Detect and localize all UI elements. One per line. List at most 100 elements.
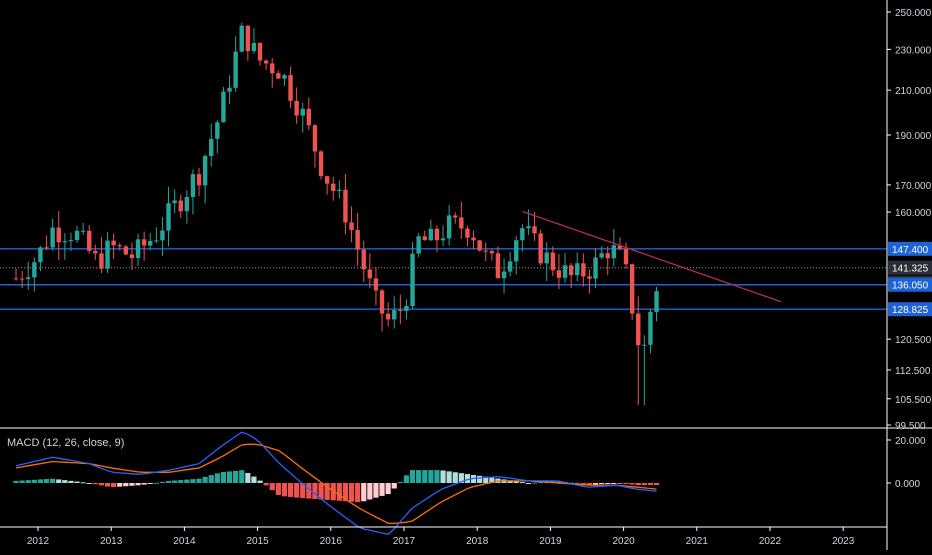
candle-body	[154, 240, 159, 242]
candle-body	[263, 60, 269, 64]
candle-body	[178, 200, 183, 212]
candle-body	[623, 248, 629, 265]
macd-histogram-bar	[306, 483, 312, 499]
candle-body	[312, 125, 318, 152]
macd-histogram-bar	[62, 480, 68, 483]
macd-histogram-bar	[403, 475, 410, 483]
price-label-bg	[888, 277, 932, 292]
candle-body	[184, 197, 190, 212]
candle-body	[575, 263, 580, 276]
macd-histogram-bar	[37, 479, 44, 483]
candle-body	[209, 138, 214, 157]
macd-histogram-bar	[336, 483, 342, 501]
price-tick-label: 112.500	[895, 366, 931, 377]
candle-body	[599, 253, 604, 258]
macd-histogram-bar	[275, 483, 281, 495]
macd-histogram-bar	[629, 483, 635, 485]
macd-histogram-bar	[68, 480, 74, 483]
price-tick-label: 105.500	[895, 395, 932, 406]
macd-histogram-bar	[178, 480, 184, 483]
candle-body	[392, 310, 397, 320]
time-tick-label: 2023	[832, 536, 855, 547]
macd-histogram-bar	[599, 483, 605, 485]
candle-body	[385, 313, 391, 320]
macd-histogram-bar	[80, 482, 86, 484]
time-tick-label: 2018	[466, 536, 489, 547]
candles	[13, 22, 659, 406]
macd-histogram-bar	[19, 480, 25, 483]
macd-histogram-bar	[184, 479, 190, 483]
candle-body	[141, 239, 147, 246]
macd-histogram-bar	[434, 470, 440, 483]
candle-body	[68, 240, 74, 242]
candle-body	[501, 271, 507, 279]
macd-histogram-bar	[446, 471, 452, 483]
macd-histogram-bar	[153, 482, 159, 484]
candle-body	[300, 108, 305, 116]
macd-histogram-bar	[312, 483, 318, 500]
candle-body	[459, 217, 464, 229]
macd-histogram-bar	[580, 483, 586, 485]
price-tick-label: 210.000	[895, 86, 932, 97]
candle-body	[19, 278, 25, 280]
price-tick-label: 170.000	[895, 181, 932, 192]
price-label-text: 136.050	[892, 281, 929, 292]
price-tick-label: 120.500	[895, 335, 932, 346]
candle-body	[446, 215, 452, 239]
trendline[interactable]	[522, 210, 782, 303]
macd-signal-line	[15, 443, 657, 525]
candle-body	[361, 249, 366, 270]
candle-body	[404, 306, 409, 311]
candle-body	[532, 226, 537, 234]
candle-body	[453, 215, 458, 218]
candle-body	[379, 290, 385, 314]
price-label-text: 141.325	[892, 264, 929, 275]
macd-histogram-bar	[74, 481, 80, 483]
macd-tick-label: 20.000	[895, 436, 926, 447]
macd-histogram-bar	[440, 470, 446, 483]
candle-body	[654, 291, 659, 312]
candle-body	[422, 236, 427, 241]
candle-body	[629, 264, 635, 314]
candle-body	[172, 200, 177, 204]
candle-body	[257, 43, 263, 61]
candle-body	[526, 226, 531, 229]
candle-body	[38, 247, 43, 263]
candle-body	[239, 25, 244, 52]
time-tick-label: 2014	[173, 536, 196, 547]
macd-histogram-bar	[367, 483, 373, 500]
macd-histogram-bar	[196, 478, 202, 483]
macd-histogram-bar	[373, 483, 379, 498]
macd-line	[15, 431, 657, 536]
time-tick-label: 2022	[759, 536, 782, 547]
macd-histogram-bar	[385, 483, 391, 495]
candle-body	[562, 265, 568, 278]
macd-histogram-bar	[269, 483, 275, 491]
candle-body	[538, 233, 543, 264]
macd-histogram-bar	[135, 483, 141, 486]
candle-body	[26, 277, 31, 280]
level-lines	[0, 248, 887, 310]
macd-histogram-bar	[111, 483, 117, 488]
macd-histogram-bar	[592, 483, 599, 485]
macd-histogram-bar	[245, 472, 251, 483]
macd-histogram-bar	[416, 470, 422, 483]
candle-body	[87, 230, 92, 251]
macd-histogram-bar	[147, 483, 153, 484]
candle-body	[62, 241, 68, 243]
macd-histogram-bar	[355, 483, 361, 503]
macd-histogram-bar	[92, 483, 98, 485]
candle-body	[44, 247, 49, 249]
macd-histogram-bar	[428, 470, 434, 483]
price-label-text: 147.400	[892, 245, 929, 256]
candle-body	[593, 257, 598, 279]
candle-body	[648, 311, 653, 345]
trendline-layer[interactable]	[522, 210, 782, 303]
macd-histogram-bar	[208, 475, 214, 483]
candle-body	[196, 174, 202, 186]
macd-histogram-bar	[263, 483, 269, 486]
macd-histogram-bar	[318, 483, 324, 500]
macd-histogram-bar	[86, 483, 92, 484]
